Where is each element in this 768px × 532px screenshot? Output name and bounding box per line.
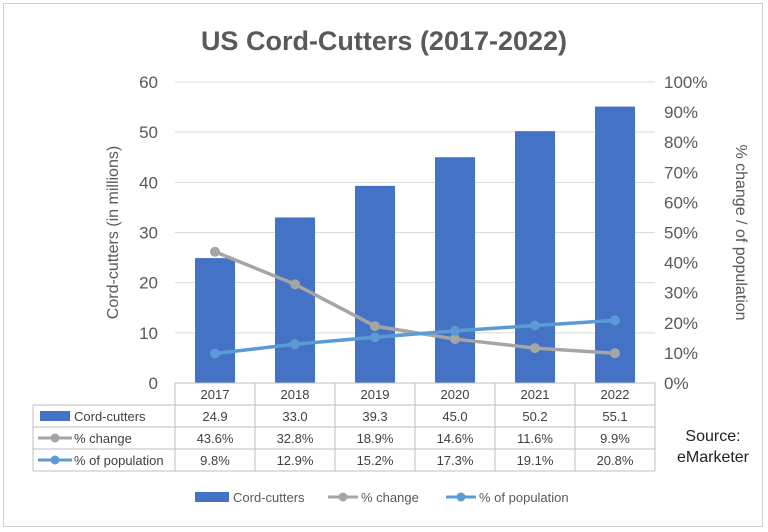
y-tick-label: 30 bbox=[139, 224, 158, 243]
y2-tick-label: 90% bbox=[664, 103, 698, 122]
legend-key bbox=[40, 411, 70, 421]
bar bbox=[355, 185, 395, 383]
legend-key bbox=[338, 492, 348, 502]
table-row-label: % of population bbox=[74, 453, 164, 468]
table-cell: 20.8% bbox=[597, 453, 634, 468]
series-point bbox=[530, 343, 540, 354]
table-cell: 43.6% bbox=[197, 431, 234, 446]
gridlines bbox=[175, 81, 655, 384]
table-cell: 19.1% bbox=[517, 453, 554, 468]
y2-tick-label: 30% bbox=[664, 284, 698, 303]
table-cell: 50.2 bbox=[522, 409, 547, 424]
y2-tick-label: 40% bbox=[664, 254, 698, 273]
table-header-cell: 2022 bbox=[601, 387, 630, 402]
series-point bbox=[210, 348, 220, 359]
bar bbox=[595, 106, 635, 383]
y-tick-label: 0 bbox=[149, 374, 158, 393]
source-note-line2: eMarketer bbox=[676, 449, 750, 466]
legend-label: % of population bbox=[479, 490, 569, 505]
legend-label: Cord-cutters bbox=[233, 490, 305, 505]
source-note-line1: Source: bbox=[685, 428, 741, 445]
legend: Cord-cutters % change % of population bbox=[195, 490, 569, 505]
series-point bbox=[610, 315, 620, 326]
series-point bbox=[370, 321, 380, 332]
series-point bbox=[530, 320, 540, 331]
table-cell: 18.9% bbox=[357, 431, 394, 446]
data-table: 2017 2018 2019 2020 2021 2022 Cord-cutters 24.9… bbox=[32, 382, 656, 472]
y2-tick-label: 100% bbox=[664, 73, 707, 92]
chart-frame bbox=[3, 3, 763, 527]
table-cell: 12.9% bbox=[277, 453, 314, 468]
bar bbox=[195, 258, 235, 383]
source-note: Source: eMarketer bbox=[668, 426, 758, 468]
table-cell: 11.6% bbox=[517, 431, 553, 446]
table-row-label: % change bbox=[74, 431, 132, 446]
y2-tick-label: 20% bbox=[664, 314, 698, 333]
bar-series bbox=[195, 106, 635, 383]
table-cell: 32.8% bbox=[277, 431, 314, 446]
table-header-cell: 2020 bbox=[441, 387, 470, 402]
series-point bbox=[290, 339, 300, 350]
series-point bbox=[450, 334, 460, 345]
y-axis-label: Cord-cutters (in millions) bbox=[105, 146, 122, 319]
bar bbox=[515, 131, 555, 383]
y-tick-label: 50 bbox=[139, 123, 158, 142]
series-point bbox=[370, 332, 380, 343]
y2-tick-label: 60% bbox=[664, 193, 698, 212]
legend-key bbox=[50, 433, 60, 443]
legend-label: % change bbox=[361, 490, 419, 505]
table-cell: 9.8% bbox=[200, 453, 230, 468]
y-tick-label: 10 bbox=[139, 324, 158, 343]
table-cell: 17.3% bbox=[437, 453, 474, 468]
legend-key bbox=[50, 455, 60, 465]
line-series bbox=[210, 246, 620, 359]
y2-tick-label: 0% bbox=[664, 374, 689, 393]
legend-key bbox=[456, 492, 466, 502]
legend-key bbox=[195, 492, 229, 502]
table-cell: 9.9% bbox=[600, 431, 630, 446]
table-header-cell: 2017 bbox=[201, 387, 230, 402]
y-tick-label: 40 bbox=[139, 173, 158, 192]
chart-title: US Cord-Cutters (2017-2022) bbox=[201, 26, 567, 56]
series-point bbox=[450, 325, 460, 336]
y2-tick-label: 10% bbox=[664, 344, 698, 363]
bar bbox=[275, 217, 315, 383]
series-point bbox=[610, 348, 620, 359]
right-axis: 0% 10% 20% 30% 40% 50% 60% 70% 80% 90% 100% bbox=[664, 73, 707, 393]
series-point bbox=[290, 279, 300, 290]
series-line bbox=[214, 318, 616, 356]
table-header-cell: 2019 bbox=[361, 387, 390, 402]
y2-tick-label: 80% bbox=[664, 133, 698, 152]
table-cell: 45.0 bbox=[442, 409, 467, 424]
y2-tick-label: 70% bbox=[664, 163, 698, 182]
table-cell: 15.2% bbox=[357, 453, 394, 468]
y2-axis-label: % change / of population bbox=[732, 144, 749, 320]
table-cell: 14.6% bbox=[437, 431, 474, 446]
left-axis: 0 10 20 30 40 50 60 bbox=[139, 73, 158, 393]
table-cell: 55.1 bbox=[602, 409, 627, 424]
table-row-label: Cord-cutters bbox=[74, 409, 146, 424]
table-cell: 39.3 bbox=[362, 409, 387, 424]
table-header-cell: 2021 bbox=[521, 387, 550, 402]
bar bbox=[435, 157, 475, 383]
y-tick-label: 60 bbox=[139, 73, 158, 92]
y2-tick-label: 50% bbox=[664, 224, 698, 243]
series-point bbox=[210, 246, 220, 257]
table-cell: 24.9 bbox=[202, 409, 227, 424]
y-tick-label: 20 bbox=[139, 274, 158, 293]
table-header-cell: 2018 bbox=[281, 387, 310, 402]
table-cell: 33.0 bbox=[282, 409, 307, 424]
